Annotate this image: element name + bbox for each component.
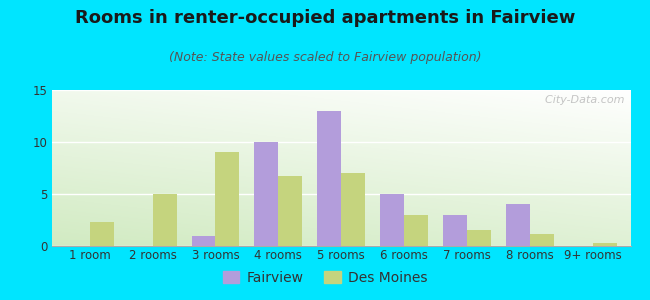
Bar (443, 215, 467, 246)
Text: (Note: State values scaled to Fairview population): (Note: State values scaled to Fairview p… (169, 51, 481, 64)
Bar (192, 236, 216, 246)
Bar (467, 230, 491, 246)
Bar (341, 173, 365, 246)
Legend: Fairview, Des Moines: Fairview, Des Moines (217, 265, 433, 290)
Bar (153, 194, 177, 246)
Text: Rooms in renter-occupied apartments in Fairview: Rooms in renter-occupied apartments in F… (75, 9, 575, 27)
Bar (255, 142, 278, 246)
Bar (216, 152, 239, 246)
Bar (506, 204, 530, 246)
Bar (530, 233, 554, 246)
Bar (278, 176, 302, 246)
Bar (593, 243, 617, 246)
Bar (90, 222, 114, 246)
Text: City-Data.com: City-Data.com (538, 95, 625, 105)
Bar (380, 194, 404, 246)
Bar (404, 215, 428, 246)
Bar (317, 111, 341, 246)
